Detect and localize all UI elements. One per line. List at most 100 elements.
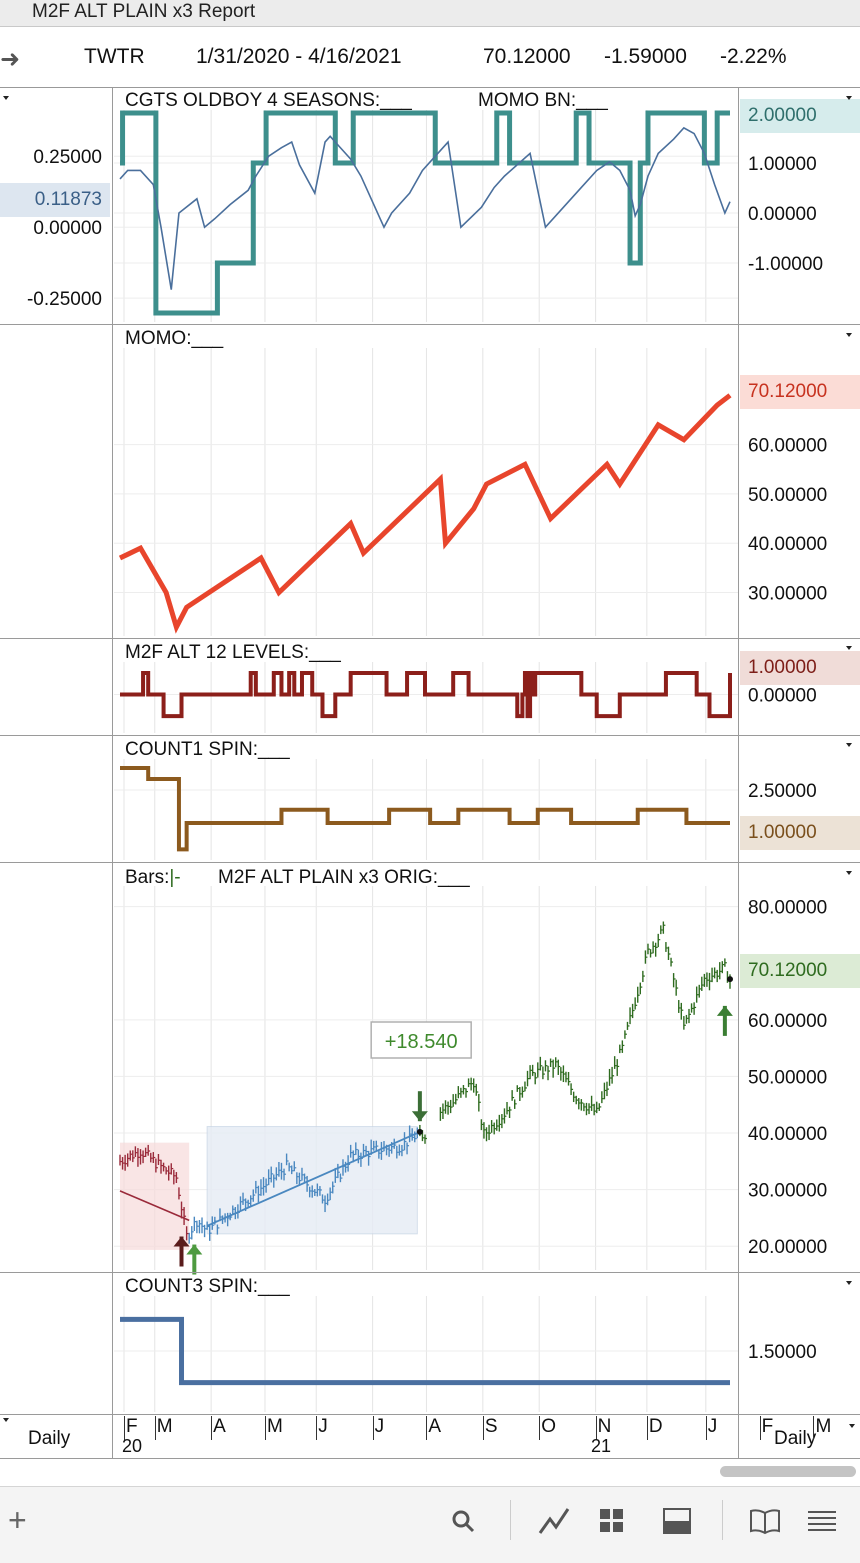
pane-title-bars: Bars:|- [125,867,181,889]
pane-divider[interactable] [0,1272,860,1273]
search-icon[interactable] [450,1508,476,1534]
bars-label: Bars: [125,867,170,888]
pane-menu-icon[interactable] [846,871,852,875]
right-axis-tick-label: 80.00000 [748,898,827,919]
chart-line-icon[interactable] [538,1505,570,1537]
right-axis-tick-label: 2.50000 [748,781,817,802]
price-change: -1.59000 [604,45,687,68]
right-axis-tick-label: 60.00000 [748,1011,827,1032]
pane-divider[interactable] [0,638,860,639]
period-menu-icon[interactable] [849,1424,855,1428]
pane-title-price: M2F ALT PLAIN x3 ORIG:___ [218,867,470,888]
month-label: J [374,1416,385,1437]
time-axis-bottom [0,1458,860,1459]
current-value-tag-seasons: 2.00000 [740,99,860,133]
pane-menu-icon[interactable] [846,333,852,337]
right-axis-tick-label: -1.00000 [748,254,823,275]
pane-title-levels: M2F ALT 12 LEVELS:___ [125,642,341,663]
add-icon[interactable]: + [8,1502,27,1538]
momo-line [118,393,732,634]
gain-annotation-box [370,1021,472,1059]
seasons-line [120,110,730,316]
last-price: 70.12000 [483,45,571,68]
current-value-tag-momo: 70.12000 [740,375,860,409]
left-axis-tick-label: -0.25000 [27,289,102,310]
right-axis-tick-label: 30.00000 [748,1181,827,1202]
right-axis-tick-label: 0.00000 [748,686,817,707]
horizontal-scrollbar[interactable] [720,1466,856,1477]
month-label: A [213,1416,226,1437]
month-tick [813,1416,815,1440]
month-tick [124,1416,125,1440]
signal-dot [416,1128,423,1135]
right-axis-tick-label: 40.00000 [748,1124,827,1145]
pane-divider[interactable] [0,324,860,325]
bars-symbol: |- [169,867,181,888]
month-label: M [815,1416,832,1437]
pane-divider[interactable] [0,735,860,736]
month-tick [211,1416,213,1440]
count3-line [120,1316,730,1386]
pane-menu-icon[interactable] [846,96,852,100]
sell-signal-arrow-head [173,1236,190,1247]
pane-divider[interactable] [0,862,860,863]
trendline-red [119,1190,190,1222]
buy-signal-arrow-head [186,1244,203,1255]
right-axis-tick-label: 1.00000 [748,154,817,175]
month-label: S [484,1416,498,1437]
right-axis-tick-label: 50.00000 [748,485,827,506]
right-axis-tick-label: 1.50000 [748,1342,817,1363]
month-label: M [266,1416,283,1437]
date-range: 1/31/2020 - 4/16/2021 [196,45,402,68]
right-axis-tick-label: 20.00000 [748,1237,827,1258]
month-label: A [428,1416,442,1437]
book-icon[interactable] [748,1507,782,1535]
price-change-pct: -2.22% [720,45,787,68]
current-value-tag-oldboy: 0.11873 [0,183,110,217]
bottom-toolbar [0,1486,860,1563]
pane-title-count3: COUNT3 SPIN:___ [125,1276,290,1297]
grid-layout-icon[interactable] [598,1507,626,1535]
period-selector-left[interactable]: Daily [28,1428,71,1449]
panel-layout-icon[interactable] [662,1507,692,1535]
month-label: N [597,1416,612,1437]
oldboy-line [119,126,731,290]
signal-region-red [120,1142,190,1250]
month-tick [426,1416,428,1440]
month-tick [595,1416,597,1440]
month-label: F [761,1416,774,1437]
toolbar-separator [722,1500,723,1540]
period-selector-right[interactable]: Daily [774,1428,817,1449]
last-price-dot [727,976,733,983]
pane-title-momo: MOMO:___ [125,328,224,349]
right-axis-divider [738,88,739,1458]
symbol-label[interactable]: TWTR [84,45,145,68]
pane-menu-icon[interactable] [846,646,852,650]
month-tick [372,1416,374,1440]
buy-signal-arrow-head [716,1005,733,1016]
month-tick [705,1416,707,1440]
current-value-tag-levels: 1.00000 [740,651,860,685]
left-axis-divider [112,88,113,1458]
left-pane-menu-icon[interactable] [3,96,9,100]
pane-title-count1: COUNT1 SPIN:___ [125,739,290,760]
pane-menu-icon[interactable] [846,743,852,747]
pane-title-seasons: CGTS OLDBOY 4 SEASONS:___ [125,90,412,111]
symbol-info-bar: ➜ TWTR 1/31/2020 - 4/16/2021 70.12000 -1… [0,27,860,88]
right-arrow-icon[interactable]: ➜ [0,46,21,73]
month-label: M [156,1416,173,1437]
year-label: 21 [591,1436,612,1456]
window-title: M2F ALT PLAIN x3 Report [32,1,256,22]
month-tick [482,1416,484,1440]
right-axis-tick-label: 0.00000 [748,204,817,225]
trendline-blue [206,1131,421,1227]
menu-icon[interactable] [806,1508,838,1534]
buy-signal-arrow-head [411,1111,428,1122]
signal-region-blue [206,1126,418,1235]
pane-menu-icon[interactable] [846,1281,852,1285]
month-tick [154,1416,156,1440]
right-axis-tick-label: 60.00000 [748,436,827,457]
period-menu-icon[interactable] [3,1418,9,1422]
month-tick [539,1416,541,1440]
